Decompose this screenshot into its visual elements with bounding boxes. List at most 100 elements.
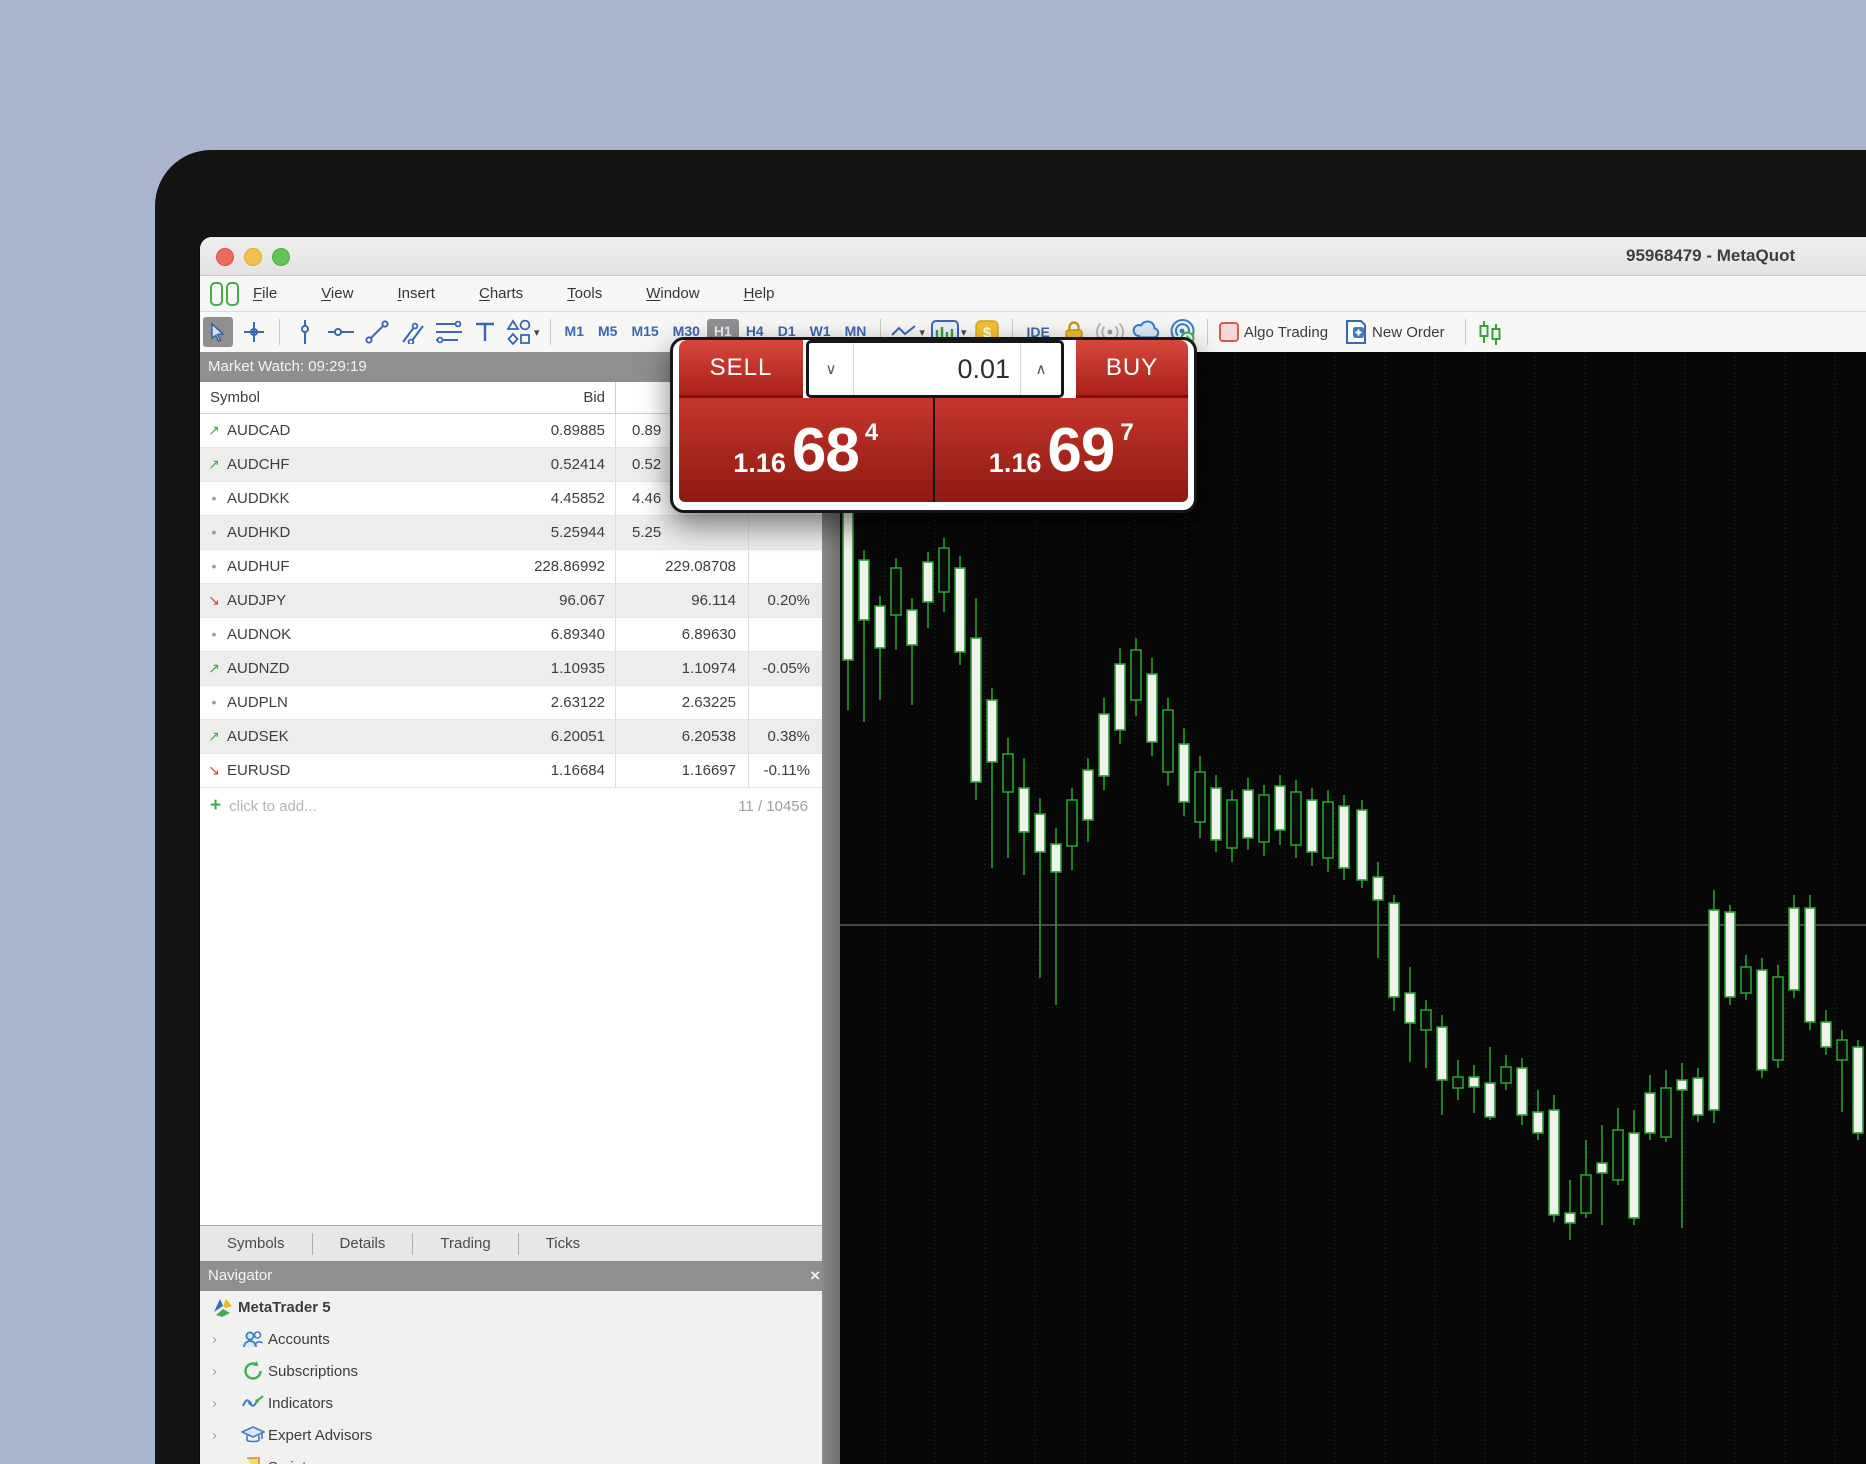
menu-item-help[interactable]: Help [743,284,775,302]
crosshair-icon [244,322,264,342]
trend-flat-icon: • [211,490,217,506]
sell-price-prefix: 1.16 [733,447,786,478]
subscriptions-icon [238,1360,268,1382]
timeframe-mn[interactable]: MN [844,323,867,339]
chevron-right-icon[interactable]: › [200,1459,238,1464]
left-dock: Market Watch: 09:29:19 Symbol Bid ↗ AUDCAD 0… [200,352,830,1464]
buy-price-button[interactable]: 1.16 69 7 [934,398,1188,502]
broadcast-icon [1095,322,1124,342]
volume-increase-button[interactable]: ∧ [1020,343,1061,395]
volume-field[interactable]: 0.01 [957,353,1010,384]
title-bar: 95968479 - MetaQuot [200,237,1866,276]
crosshair-tool-button[interactable] [239,317,269,347]
tab-trading[interactable]: Trading [440,1235,491,1252]
zoom-window-button[interactable] [272,248,290,266]
menu-item-file[interactable]: File [253,284,278,302]
add-symbol-button[interactable]: click to add... [229,797,317,815]
symbol-row-audhuf[interactable]: • AUDHUF 228.86992 229.08708 [200,549,822,584]
volume-decrease-button[interactable]: ∨ [809,343,854,395]
menu-item-view[interactable]: View [321,284,354,302]
chevron-right-icon[interactable]: › [212,1330,217,1348]
chevron-down-icon: ▾ [534,326,540,339]
text-icon [476,322,494,341]
menu-item-insert[interactable]: Insert [397,284,435,302]
tab-symbols[interactable]: Symbols [227,1235,285,1252]
menu-item-window[interactable]: Window [646,284,700,302]
navigator-item-metatrader-5[interactable]: MetaTrader 5 [200,1291,822,1323]
trend-flat-icon: • [211,558,217,574]
symbol-row-audpln[interactable]: • AUDPLN 2.63122 2.63225 [200,685,822,720]
timeframe-d1[interactable]: D1 [777,323,796,339]
new-order-icon [1346,320,1367,344]
navigator-header[interactable]: Navigator × [200,1261,830,1291]
column-symbol[interactable]: Symbol [200,382,484,414]
channel-icon [402,322,424,344]
market-watch-tabs: Symbols Details Trading Ticks [200,1225,822,1263]
fibonacci-tool-button[interactable] [434,317,464,347]
navigator-item-expert-advisors[interactable]: › Expert Advisors [200,1419,822,1451]
symbol-row-audsek[interactable]: ↗ AUDSEK 6.20051 6.20538 0.38% [200,719,822,754]
navigator-item-indicators[interactable]: › Indicators [200,1387,822,1419]
mt5-logo-icon [208,1296,238,1318]
trendline-tool-button[interactable] [362,317,392,347]
chart-shift-button[interactable] [1476,317,1506,347]
chevron-right-icon[interactable]: › [212,1426,217,1444]
chevron-up-icon: ∧ [1035,361,1047,378]
timeframe-w1[interactable]: W1 [809,323,831,339]
close-icon[interactable]: × [810,1266,820,1285]
symbol-row-audhkd[interactable]: • AUDHKD 5.25944 5.25 [200,515,822,550]
sell-button[interactable]: SELL [679,340,803,398]
chevron-down-icon: ▾ [960,326,967,339]
navigator-tree: MetaTrader 5 › Accounts › Subscriptions › Indi… [200,1291,822,1464]
algo-trading-button[interactable]: Algo Trading [1218,317,1338,347]
timeframe-h4[interactable]: H4 [745,323,764,339]
broadcast-button[interactable] [1095,317,1125,347]
symbol-row-audjpy[interactable]: ↘ AUDJPY 96.067 96.114 0.20% [200,583,822,618]
ide-button[interactable]: IDE [1026,324,1050,340]
accounts-icon [238,1329,268,1349]
column-bid[interactable]: Bid [484,382,616,414]
metatrader-logo-icon [210,281,239,306]
close-window-button[interactable] [216,248,234,266]
chart-area[interactable] [840,352,1866,1464]
minimize-window-button[interactable] [244,248,262,266]
timeframe-m5[interactable]: M5 [597,323,618,339]
candlestick-chart [840,352,1866,1464]
symbols-counter: 11 / 10456 [738,797,808,815]
navigator-item-accounts[interactable]: › Accounts [200,1323,822,1355]
text-tool-button[interactable] [470,317,500,347]
svg-text:$: $ [983,325,992,342]
timeframe-m1[interactable]: M1 [564,323,584,339]
navigator-item-scripts[interactable]: ›Scripts [200,1451,822,1464]
horizontal-line-tool-button[interactable] [326,317,356,347]
trend-up-icon: ↗ [208,660,220,676]
tab-ticks[interactable]: Ticks [545,1235,581,1252]
channel-tool-button[interactable] [398,317,428,347]
shapes-tool-button[interactable]: ▾ [506,317,540,347]
line-chart-icon [891,325,917,336]
chart-line-type-button[interactable]: ▾ [891,317,925,347]
window-title: 95968479 - MetaQuot [1626,246,1796,265]
symbol-row-audnzd[interactable]: ↗ AUDNZD 1.10935 1.10974 -0.05% [200,651,822,686]
dock-splitter[interactable] [822,352,840,1464]
timeframe-strip: M1 M5 M15 M30 H1 H4 D1 W1 MN [558,319,874,343]
symbol-row-audnok[interactable]: • AUDNOK 6.89340 6.89630 [200,617,822,652]
menu-item-tools[interactable]: Tools [567,284,603,302]
menu-item-charts[interactable]: Charts [478,284,524,302]
symbol-row-eurusd[interactable]: ↘ EURUSD 1.16684 1.16697 -0.11% [200,753,822,788]
vertical-line-tool-button[interactable] [290,317,320,347]
timeframe-m30[interactable]: M30 [672,323,700,339]
tab-details[interactable]: Details [339,1235,386,1252]
cursor-icon [211,322,225,342]
buy-button[interactable]: BUY [1076,340,1188,398]
metatrader-window: 95968479 - MetaQuot File View Insert Charts… [200,237,1866,1464]
navigator-item-subscriptions[interactable]: › Subscriptions [200,1355,822,1387]
sell-price-big: 68 [791,415,860,485]
trend-up-icon: ↗ [208,422,220,438]
chevron-right-icon[interactable]: › [212,1394,217,1412]
timeframe-m15[interactable]: M15 [631,323,659,339]
chevron-right-icon[interactable]: › [212,1362,217,1380]
cursor-tool-button[interactable] [203,317,233,347]
sell-price-button[interactable]: 1.16 68 4 [679,398,935,502]
new-order-button[interactable]: New Order [1344,317,1455,347]
